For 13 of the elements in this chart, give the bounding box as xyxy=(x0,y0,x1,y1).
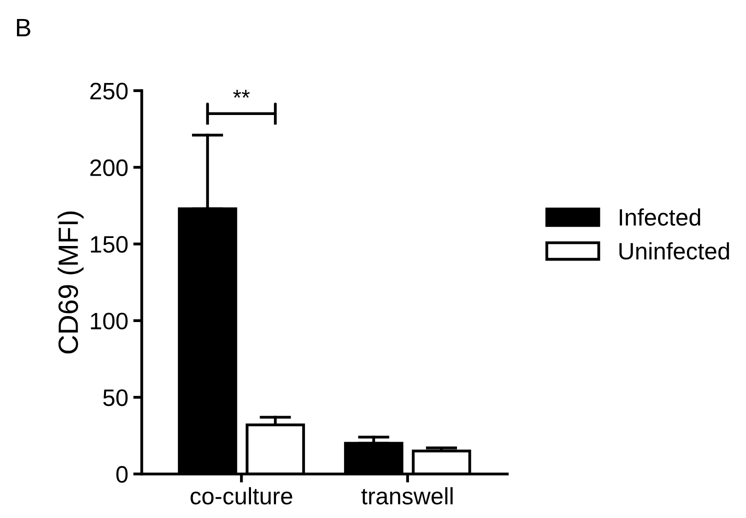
legend-label: Uninfected xyxy=(619,242,729,260)
x-tick-label: transwell xyxy=(361,487,453,505)
y-tick-label: 150 xyxy=(90,236,128,253)
text: B xyxy=(16,19,30,36)
y-tick-label: 200 xyxy=(90,159,128,176)
legend-label: Infected xyxy=(620,208,700,226)
y-tick-label: 50 xyxy=(103,389,128,406)
y-axis-title: CD69 (MFI) xyxy=(58,212,84,354)
x-tick-label: co-culture xyxy=(190,487,292,505)
y-tick-label: 250 xyxy=(90,82,128,100)
y-tick-label: 0 xyxy=(116,466,128,483)
annotation: ** xyxy=(233,90,250,98)
y-tick-label: 100 xyxy=(90,312,128,330)
